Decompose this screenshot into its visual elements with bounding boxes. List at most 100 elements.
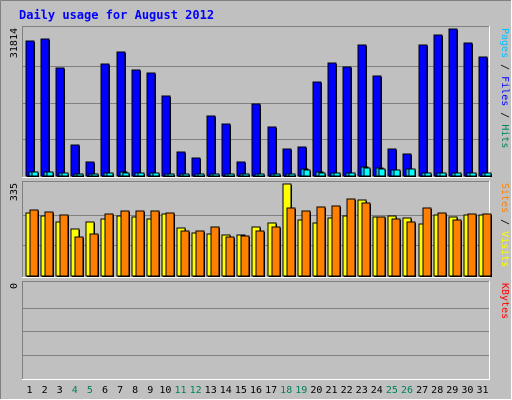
hits-bar (342, 66, 352, 177)
hits-bar (372, 75, 382, 177)
x-tick-label: 24 (371, 385, 383, 396)
hits-bar (206, 115, 216, 177)
sites-bar (331, 205, 341, 277)
hits-bar (478, 56, 488, 177)
x-tick-label: 1 (26, 385, 32, 396)
x-tick-label: 21 (325, 385, 337, 396)
x-tick-label: 23 (356, 385, 368, 396)
hits-bar (131, 69, 141, 177)
hits-bar (176, 151, 186, 177)
sites-bar (376, 216, 386, 277)
hits-bar (146, 72, 156, 177)
hits-bar (433, 34, 443, 177)
sites-bar (482, 213, 492, 277)
2-legend: KBytes (499, 283, 510, 319)
x-tick-label: 30 (461, 385, 473, 396)
pages-bar (122, 172, 130, 177)
hits-bar (221, 123, 231, 177)
sites-bar (165, 212, 175, 277)
hits-bar (191, 157, 201, 177)
sites-bar (150, 210, 160, 277)
1-legend: Sites / Visits (499, 183, 510, 267)
hits-bar (100, 63, 110, 177)
x-tick-label: 25 (386, 385, 398, 396)
pages-bar (424, 172, 432, 177)
hits-bar (312, 81, 322, 177)
sites-bar (240, 235, 250, 277)
pages-bar (333, 172, 341, 177)
pages-bar (378, 168, 386, 177)
1-legend-part: Visits (499, 231, 510, 267)
sites-bar (286, 207, 296, 277)
2-legend-part: KBytes (499, 283, 510, 319)
pages-bar (454, 172, 462, 177)
sites-bar (391, 218, 401, 277)
sites-bar (406, 221, 416, 277)
hits-ymax-label: 31814 (9, 28, 20, 58)
hits-bar (70, 144, 80, 177)
x-tick-label: 15 (235, 385, 247, 396)
pages-bar (242, 173, 250, 177)
x-tick-label: 8 (132, 385, 138, 396)
sites-bar (225, 236, 235, 277)
x-tick-label: 31 (476, 385, 488, 396)
0-legend-part: / (499, 58, 510, 76)
pages-bar (439, 172, 447, 177)
sites-bar (452, 219, 462, 277)
chart-title: Daily usage for August 2012 (19, 8, 214, 22)
hits-bar (282, 148, 292, 177)
pages-bar (257, 173, 265, 177)
hits-bar (327, 62, 337, 177)
sites-bar (104, 213, 114, 277)
pages-bar (348, 172, 356, 177)
visits-ymax-label: 335 (9, 183, 20, 201)
sites-bar (437, 212, 447, 277)
0-legend: Pages / Files / Hits (499, 28, 510, 148)
kbytes-panel: 0 KBytes (9, 281, 510, 380)
hits-bar (40, 38, 50, 177)
x-tick-label: 17 (265, 385, 277, 396)
sites-bar (74, 236, 84, 277)
x-tick-label: 20 (310, 385, 322, 396)
pages-bar (197, 173, 205, 177)
x-tick-label: 9 (147, 385, 153, 396)
x-tick-label: 26 (401, 385, 413, 396)
0-legend-part: Pages (499, 28, 510, 58)
x-tick-label: 5 (87, 385, 93, 396)
pages-bar (408, 168, 416, 177)
sites-bar (89, 233, 99, 277)
x-tick-label: 22 (341, 385, 353, 396)
sites-bar (255, 230, 265, 277)
sites-bar (210, 226, 220, 277)
hits-bar (251, 103, 261, 177)
sites-bar (195, 230, 205, 277)
x-tick-label: 11 (174, 385, 186, 396)
pages-bar (484, 172, 492, 177)
kbytes-ymax-label: 0 (9, 283, 20, 289)
sites-bar (29, 209, 39, 277)
pages-bar (363, 167, 371, 177)
pages-bar (182, 173, 190, 177)
hits-bar (267, 126, 277, 177)
hits-bar (161, 95, 171, 177)
kbytes-plot-area (22, 281, 490, 380)
pages-bar (318, 172, 326, 177)
sites-bar (271, 226, 281, 277)
x-tick-label: 3 (57, 385, 63, 396)
pages-bar (46, 171, 54, 177)
pages-bar (273, 173, 281, 177)
sites-bar (301, 210, 311, 277)
hits-bar (55, 67, 65, 177)
pages-bar (106, 172, 114, 177)
hits-bar (418, 44, 428, 177)
pages-bar (91, 173, 99, 177)
sites-bar (346, 198, 356, 277)
sites-bar (422, 207, 432, 277)
pages-bar (31, 171, 39, 177)
0-legend-part: / (499, 106, 510, 124)
x-tick-label: 13 (205, 385, 217, 396)
0-legend-part: Hits (499, 124, 510, 148)
sites-bar (59, 214, 69, 277)
hits-bar (116, 51, 126, 177)
x-tick-label: 7 (117, 385, 123, 396)
